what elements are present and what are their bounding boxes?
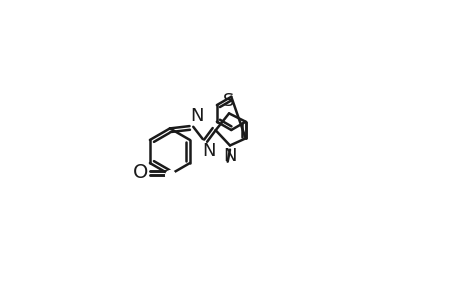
Text: N: N — [190, 107, 203, 125]
Text: N: N — [202, 142, 215, 160]
Text: S: S — [223, 92, 234, 110]
Text: N: N — [222, 147, 236, 165]
Text: O: O — [133, 163, 148, 182]
